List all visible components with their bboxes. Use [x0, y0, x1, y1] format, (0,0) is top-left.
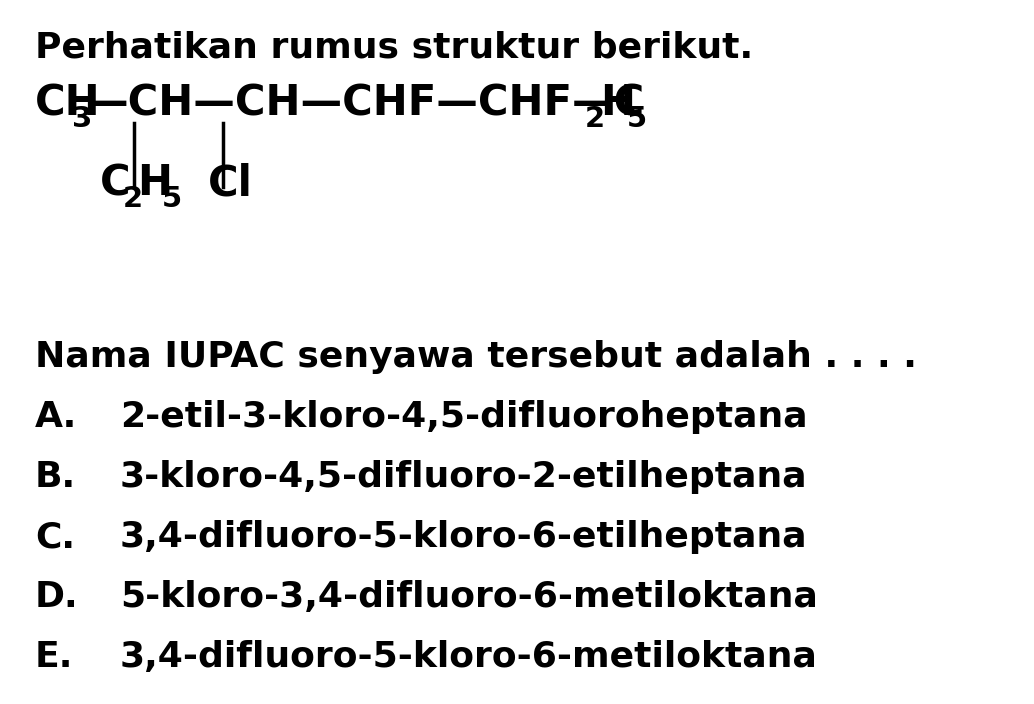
Text: 2-etil-3-kloro-4,5-difluoroheptana: 2-etil-3-kloro-4,5-difluoroheptana: [120, 400, 808, 434]
Text: C.: C.: [35, 520, 75, 554]
Text: Perhatikan rumus struktur berikut.: Perhatikan rumus struktur berikut.: [35, 30, 753, 64]
Text: —CH—CH—CHF—CHF—C: —CH—CH—CHF—CHF—C: [87, 82, 645, 124]
Text: E.: E.: [35, 640, 73, 674]
Text: 2: 2: [123, 185, 143, 213]
Text: H: H: [600, 82, 635, 124]
Text: CH: CH: [35, 82, 100, 124]
Text: A.: A.: [35, 400, 78, 434]
Text: 3,4-difluoro-5-kloro-6-etilheptana: 3,4-difluoro-5-kloro-6-etilheptana: [120, 520, 808, 554]
Text: 3-kloro-4,5-difluoro-2-etilheptana: 3-kloro-4,5-difluoro-2-etilheptana: [120, 460, 808, 494]
Text: Nama IUPAC senyawa tersebut adalah . . . .: Nama IUPAC senyawa tersebut adalah . . .…: [35, 340, 917, 374]
Text: 3,4-difluoro-5-kloro-6-metiloktana: 3,4-difluoro-5-kloro-6-metiloktana: [120, 640, 818, 674]
Text: 5-kloro-3,4-difluoro-6-metiloktana: 5-kloro-3,4-difluoro-6-metiloktana: [120, 580, 818, 614]
Text: 3: 3: [72, 105, 92, 133]
Text: H: H: [136, 162, 172, 204]
Text: 5: 5: [162, 185, 182, 213]
Text: 2: 2: [585, 105, 605, 133]
Text: C: C: [100, 162, 130, 204]
Text: B.: B.: [35, 460, 77, 494]
Text: D.: D.: [35, 580, 79, 614]
Text: 5: 5: [627, 105, 647, 133]
Text: Cl: Cl: [208, 162, 253, 204]
